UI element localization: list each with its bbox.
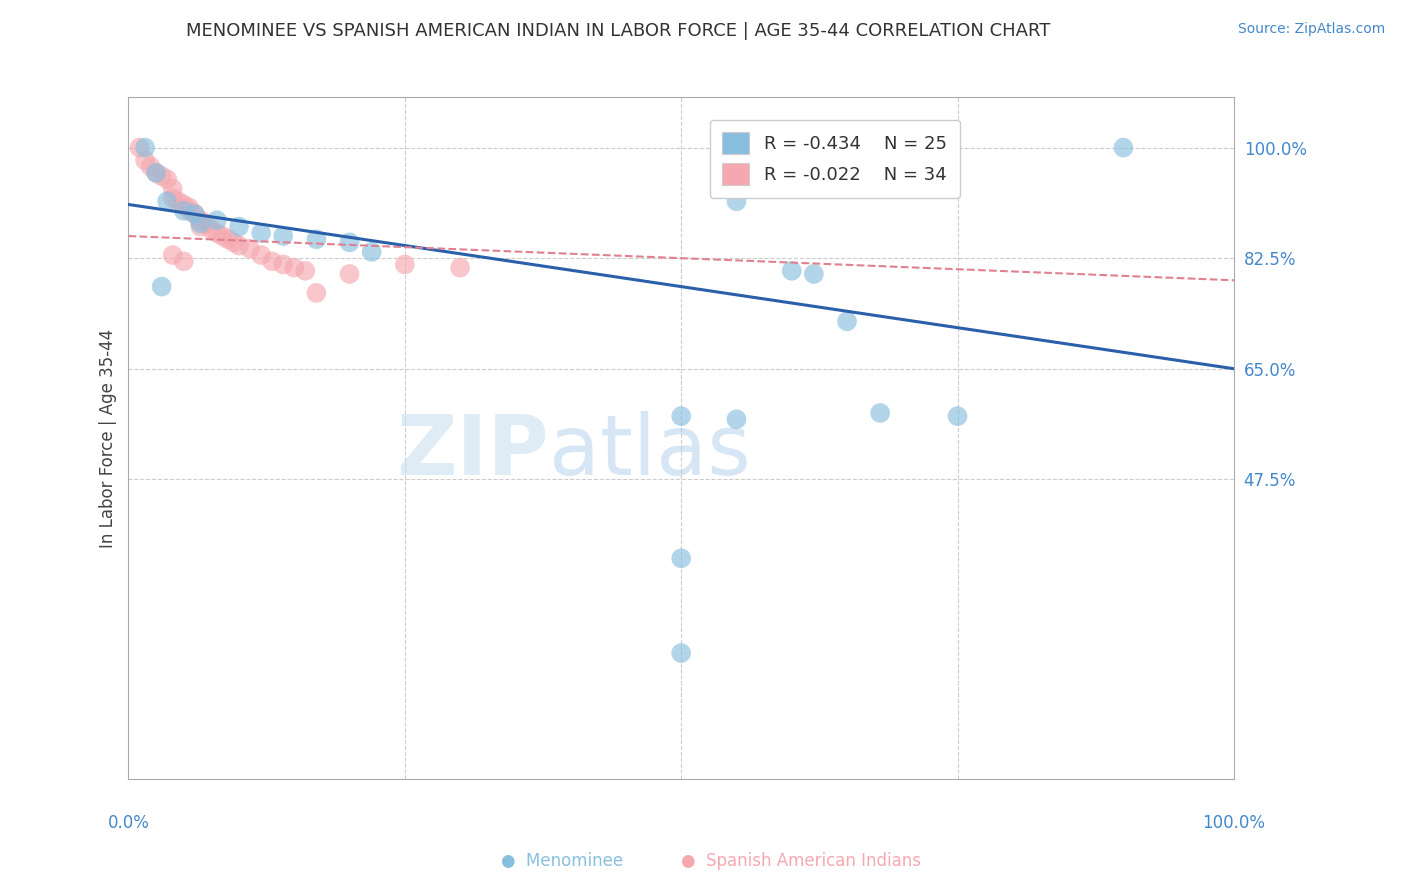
Point	[294, 264, 316, 278]
Text: ZIP: ZIP	[396, 411, 548, 492]
Point	[725, 194, 748, 209]
Point	[167, 194, 190, 209]
Point	[134, 140, 156, 154]
Point	[205, 226, 228, 240]
Point	[156, 172, 179, 186]
Point	[780, 264, 803, 278]
Point	[946, 409, 969, 424]
Point	[360, 244, 382, 259]
Text: atlas: atlas	[548, 411, 751, 492]
Point	[145, 166, 167, 180]
Text: ●  Spanish American Indians: ● Spanish American Indians	[682, 852, 921, 870]
Point	[835, 314, 858, 328]
Point	[250, 226, 273, 240]
Point	[188, 216, 211, 230]
Point	[869, 406, 891, 420]
Point	[725, 412, 748, 426]
Point	[188, 213, 211, 227]
Text: 0.0%: 0.0%	[107, 814, 149, 832]
Point	[217, 232, 239, 246]
Text: Source: ZipAtlas.com: Source: ZipAtlas.com	[1237, 22, 1385, 37]
Point	[173, 254, 195, 268]
Point	[162, 182, 184, 196]
Point	[228, 219, 250, 234]
Point	[150, 279, 173, 293]
Point	[305, 285, 328, 300]
Point	[262, 254, 284, 268]
Point	[339, 267, 361, 281]
Point	[803, 267, 825, 281]
Point	[139, 160, 162, 174]
Point	[283, 260, 305, 275]
Point	[669, 646, 692, 660]
Point	[1112, 140, 1135, 154]
Point	[211, 229, 233, 244]
Text: MENOMINEE VS SPANISH AMERICAN INDIAN IN LABOR FORCE | AGE 35-44 CORRELATION CHAR: MENOMINEE VS SPANISH AMERICAN INDIAN IN …	[187, 22, 1050, 40]
Point	[200, 223, 222, 237]
Point	[239, 242, 262, 256]
Point	[194, 216, 217, 230]
Point	[162, 248, 184, 262]
Point	[205, 213, 228, 227]
Point	[173, 197, 195, 211]
Point	[145, 166, 167, 180]
Point	[222, 235, 245, 250]
Point	[394, 258, 416, 272]
Point	[669, 409, 692, 424]
Point	[305, 232, 328, 246]
Text: ●  Menominee: ● Menominee	[502, 852, 623, 870]
Point	[173, 203, 195, 218]
Point	[271, 258, 294, 272]
Point	[179, 201, 201, 215]
Point	[339, 235, 361, 250]
Point	[179, 203, 201, 218]
Point	[134, 153, 156, 168]
Point	[184, 207, 207, 221]
Point	[449, 260, 471, 275]
Y-axis label: In Labor Force | Age 35-44: In Labor Force | Age 35-44	[100, 328, 117, 548]
Point	[156, 194, 179, 209]
Point	[128, 140, 150, 154]
Point	[250, 248, 273, 262]
Point	[669, 551, 692, 566]
Point	[228, 238, 250, 252]
Text: 100.0%: 100.0%	[1202, 814, 1265, 832]
Point	[271, 229, 294, 244]
Point	[162, 191, 184, 205]
Point	[188, 219, 211, 234]
Point	[184, 207, 207, 221]
Point	[150, 169, 173, 183]
Legend: R = -0.434    N = 25, R = -0.022    N = 34: R = -0.434 N = 25, R = -0.022 N = 34	[710, 120, 959, 198]
